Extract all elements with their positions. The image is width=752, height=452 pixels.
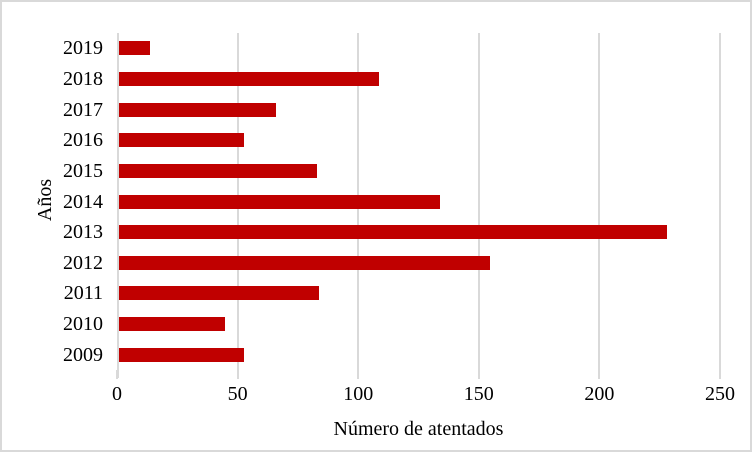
bar-2014 — [119, 194, 440, 209]
bar-row-2010 — [117, 309, 720, 340]
x-tick-label: 100 — [343, 383, 374, 405]
gridline — [719, 33, 721, 370]
y-tick-label: 2012 — [63, 251, 103, 274]
bar-2015 — [119, 163, 317, 178]
x-axis-title: Número de atentados — [333, 418, 504, 440]
bar-row-2017 — [117, 94, 720, 125]
bar-row-2016 — [117, 125, 720, 156]
bar-2009 — [119, 347, 245, 362]
bar-2012 — [119, 255, 491, 270]
bar-2010 — [119, 317, 226, 332]
y-tick-label: 2017 — [63, 98, 103, 121]
bar-row-2009 — [117, 339, 720, 370]
x-tick-label: 250 — [705, 383, 735, 405]
y-tick-label: 2018 — [63, 67, 103, 90]
y-tick-label: 2009 — [63, 343, 103, 366]
y-tick-label: 2015 — [63, 159, 103, 182]
bar-row-2015 — [117, 156, 720, 187]
x-tick-mark — [477, 370, 480, 379]
bar-row-2011 — [117, 278, 720, 309]
x-tick-mark — [357, 370, 360, 379]
bar-2017 — [119, 102, 276, 117]
bar-row-2018 — [117, 64, 720, 95]
bar-row-2012 — [117, 247, 720, 278]
gridline — [598, 33, 601, 370]
y-axis-labels: 2019 2018 2017 2016 2015 2014 2013 2012 2011 2010… — [2, 33, 103, 370]
category-axis-line — [117, 33, 119, 378]
bar-row-2019 — [117, 33, 720, 64]
x-tick-mark — [719, 370, 721, 379]
x-tick-mark — [236, 370, 239, 379]
bar-2011 — [119, 286, 320, 301]
x-tick-label: 0 — [112, 383, 122, 405]
x-tick-label: 200 — [584, 383, 615, 405]
bar-row-2014 — [117, 186, 720, 217]
gridline — [477, 33, 480, 370]
plot-area — [117, 33, 721, 378]
x-tick-label: 150 — [463, 383, 494, 405]
y-tick-label: 2010 — [63, 313, 103, 336]
bar-2016 — [119, 133, 245, 148]
y-tick-label: 2014 — [63, 190, 103, 213]
bar-row-2013 — [117, 217, 720, 248]
y-tick-label: 2011 — [63, 282, 103, 305]
y-tick-label: 2019 — [63, 37, 103, 60]
x-tick-mark — [598, 370, 601, 379]
x-tick-mark — [116, 370, 118, 379]
y-tick-label: 2016 — [63, 129, 103, 152]
bar-2019 — [119, 41, 151, 56]
bar-2018 — [119, 71, 380, 86]
x-tick-label: 50 — [227, 383, 248, 405]
y-tick-label: 2013 — [63, 221, 103, 244]
bar-2013 — [119, 225, 667, 240]
